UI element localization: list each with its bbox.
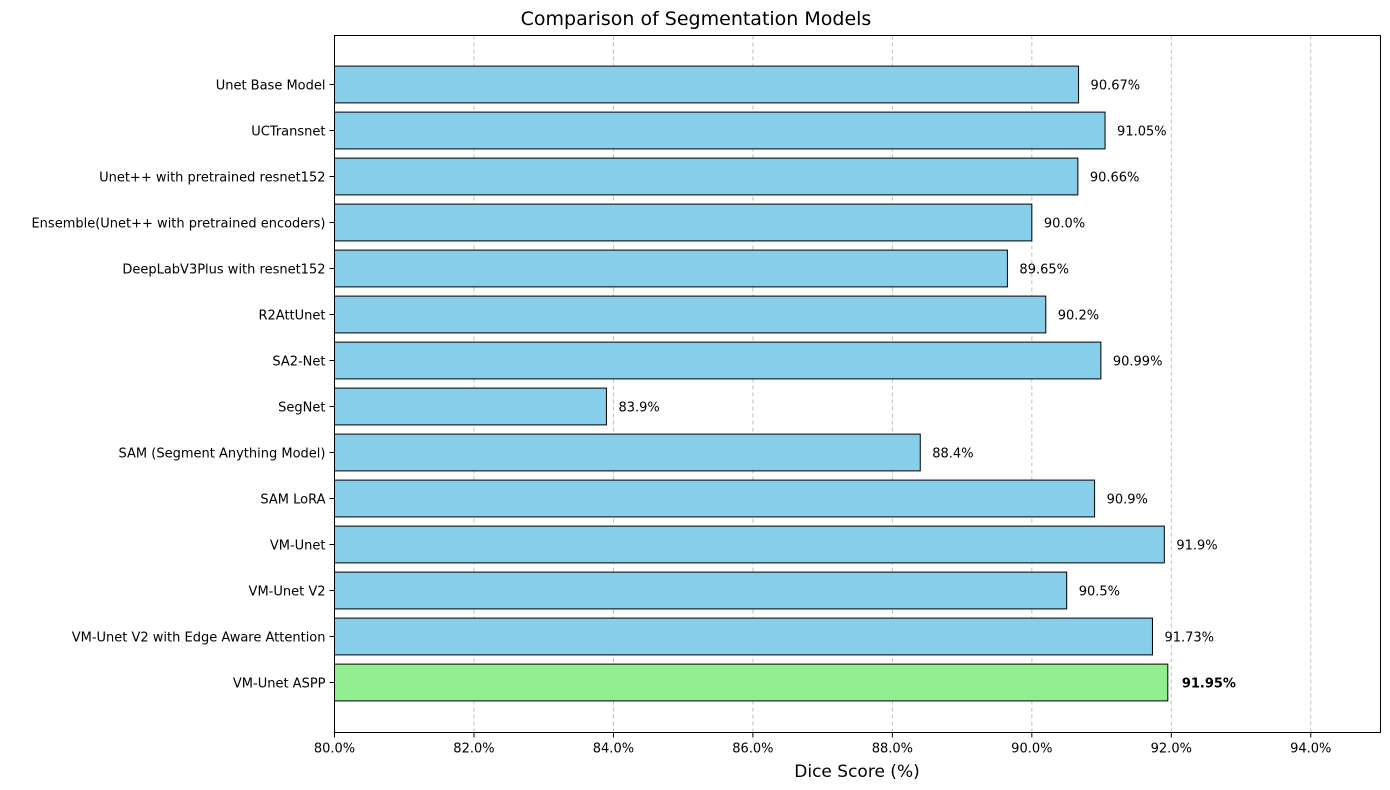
data-label: 90.67% xyxy=(1091,79,1141,94)
y-axis-ticks: Unet Base Model UCTransnet Unet++ with pre… xyxy=(31,79,335,692)
bar xyxy=(334,617,1153,656)
bar xyxy=(334,203,1033,242)
chart-title: Comparison of Segmentation Models xyxy=(521,8,872,30)
y-tick-label: DeepLabV3Plus with resnet152 xyxy=(122,263,325,278)
y-tick-label: VM-Unet V2 xyxy=(249,585,326,600)
x-tick-label: 84.0% xyxy=(593,742,634,757)
bar-highlighted xyxy=(334,663,1169,702)
x-tick-label: 82.0% xyxy=(453,742,494,757)
bar xyxy=(334,525,1165,564)
y-tick-label: R2AttUnet xyxy=(258,309,325,324)
y-tick-label: SegNet xyxy=(278,401,325,416)
data-label: 90.99% xyxy=(1113,355,1163,370)
bar xyxy=(334,157,1079,196)
y-tick-label: Unet Base Model xyxy=(216,79,326,94)
bar xyxy=(334,341,1102,380)
data-label: 90.5% xyxy=(1079,585,1120,600)
bar xyxy=(334,387,607,426)
y-tick-label: SA2-Net xyxy=(272,355,325,370)
x-tick-label: 80.0% xyxy=(314,742,355,757)
data-label: 91.73% xyxy=(1164,631,1214,646)
bar xyxy=(334,479,1096,518)
x-tick-label: 86.0% xyxy=(732,742,773,757)
bars xyxy=(334,65,1169,702)
data-label: 90.2% xyxy=(1058,309,1099,324)
x-tick-label: 90.0% xyxy=(1011,742,1052,757)
y-tick-label: Ensemble(Unet++ with pretrained encoders… xyxy=(31,217,325,232)
data-label: 90.9% xyxy=(1107,493,1148,508)
bar xyxy=(334,111,1106,150)
y-tick-label: VM-Unet xyxy=(270,539,326,554)
data-label: 90.66% xyxy=(1090,171,1140,186)
data-label: 91.9% xyxy=(1176,539,1217,554)
data-label: 89.65% xyxy=(1019,263,1069,278)
plot-frame xyxy=(334,35,1381,733)
y-tick-label: VM-Unet V2 with Edge Aware Attention xyxy=(72,631,326,646)
data-label: 91.05% xyxy=(1117,125,1167,140)
y-tick-label: VM-Unet ASPP xyxy=(233,677,326,692)
x-tick-label: 92.0% xyxy=(1151,742,1192,757)
y-tick-label: Unet++ with pretrained resnet152 xyxy=(99,171,325,186)
x-tick-label: 94.0% xyxy=(1290,742,1331,757)
data-label: 90.0% xyxy=(1044,217,1085,232)
x-axis-label: Dice Score (%) xyxy=(794,762,919,782)
bar xyxy=(334,295,1047,334)
y-tick-label: UCTransnet xyxy=(251,125,325,140)
data-label: 88.4% xyxy=(932,447,973,462)
bar xyxy=(334,433,921,472)
bar xyxy=(334,571,1068,610)
x-axis-ticks: 80.0% 82.0% 84.0% 86.0% 88.0% 90.0% 92.0% 94.0% xyxy=(314,732,1331,757)
y-tick-label: SAM (Segment Anything Model) xyxy=(119,447,326,462)
bar xyxy=(334,249,1008,288)
data-label: 83.9% xyxy=(618,401,659,416)
x-tick-label: 88.0% xyxy=(872,742,913,757)
y-tick-label: SAM LoRA xyxy=(260,493,325,508)
data-label: 91.95% xyxy=(1182,677,1236,692)
data-labels: 90.67% 91.05% 90.66% 90.0% 89.65% 90.2% 90.99%… xyxy=(618,79,1236,692)
bar xyxy=(334,65,1080,104)
